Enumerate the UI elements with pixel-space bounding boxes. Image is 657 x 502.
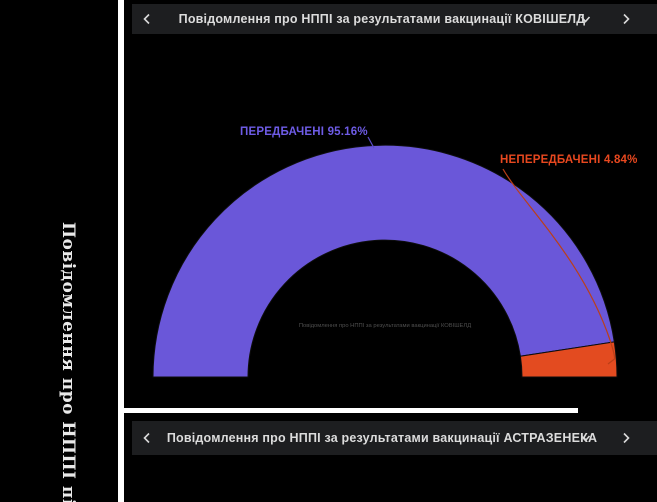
top-prev-page-button[interactable]: [136, 4, 158, 34]
bottom-prev-page-button[interactable]: [136, 421, 158, 455]
top-collapse-button[interactable]: [574, 4, 596, 34]
bottom-chart-title: Повідомлення про НППІ за результатами ва…: [166, 431, 598, 445]
slice-unpredicted[interactable]: [519, 341, 618, 378]
chevron-down-icon: [580, 15, 590, 23]
leader-line-unpredicted: [502, 168, 616, 365]
callout-predicted-label: ПЕРЕДБАЧЕНІ 95.16%: [240, 126, 368, 138]
leader-line-predicted: [367, 136, 375, 149]
chevron-down-icon: [580, 434, 590, 442]
callout-unpredicted-label: НЕПЕРЕДБАЧЕНІ 4.84%: [500, 154, 638, 166]
sidebar: Повідомлення про НППІ після засто: [0, 0, 118, 502]
bottom-header-bar: Повідомлення про НППІ за результатами ва…: [132, 421, 657, 455]
vertical-divider: [118, 0, 124, 502]
bottom-next-page-button[interactable]: [615, 421, 637, 455]
gauge-chart: ПЕРЕДБАЧЕНІ 95.16% НЕПЕРЕДБАЧЕНІ 4.84% П…: [152, 126, 638, 378]
top-chart-panel: Повідомлення про НППІ за результатами ва…: [124, 0, 657, 408]
chevron-right-icon: [623, 432, 630, 444]
top-header-bar: Повідомлення про НППІ за результатами ва…: [132, 4, 657, 34]
bottom-chart-panel: Повідомлення про НППІ за результатами ва…: [124, 413, 657, 502]
top-next-page-button[interactable]: [615, 4, 637, 34]
top-chart-title: Повідомлення про НППІ за результатами ва…: [178, 12, 586, 26]
chevron-left-icon: [143, 432, 150, 444]
bottom-collapse-button[interactable]: [574, 421, 596, 455]
chart-center-label: Повідомлення про НППІ за результатами ва…: [299, 323, 471, 329]
slice-predicted[interactable]: [152, 144, 615, 378]
chevron-left-icon: [143, 13, 150, 25]
sidebar-vertical-title: Повідомлення про НППІ після засто: [58, 222, 78, 502]
horizontal-divider: [118, 408, 578, 413]
chevron-right-icon: [623, 13, 630, 25]
